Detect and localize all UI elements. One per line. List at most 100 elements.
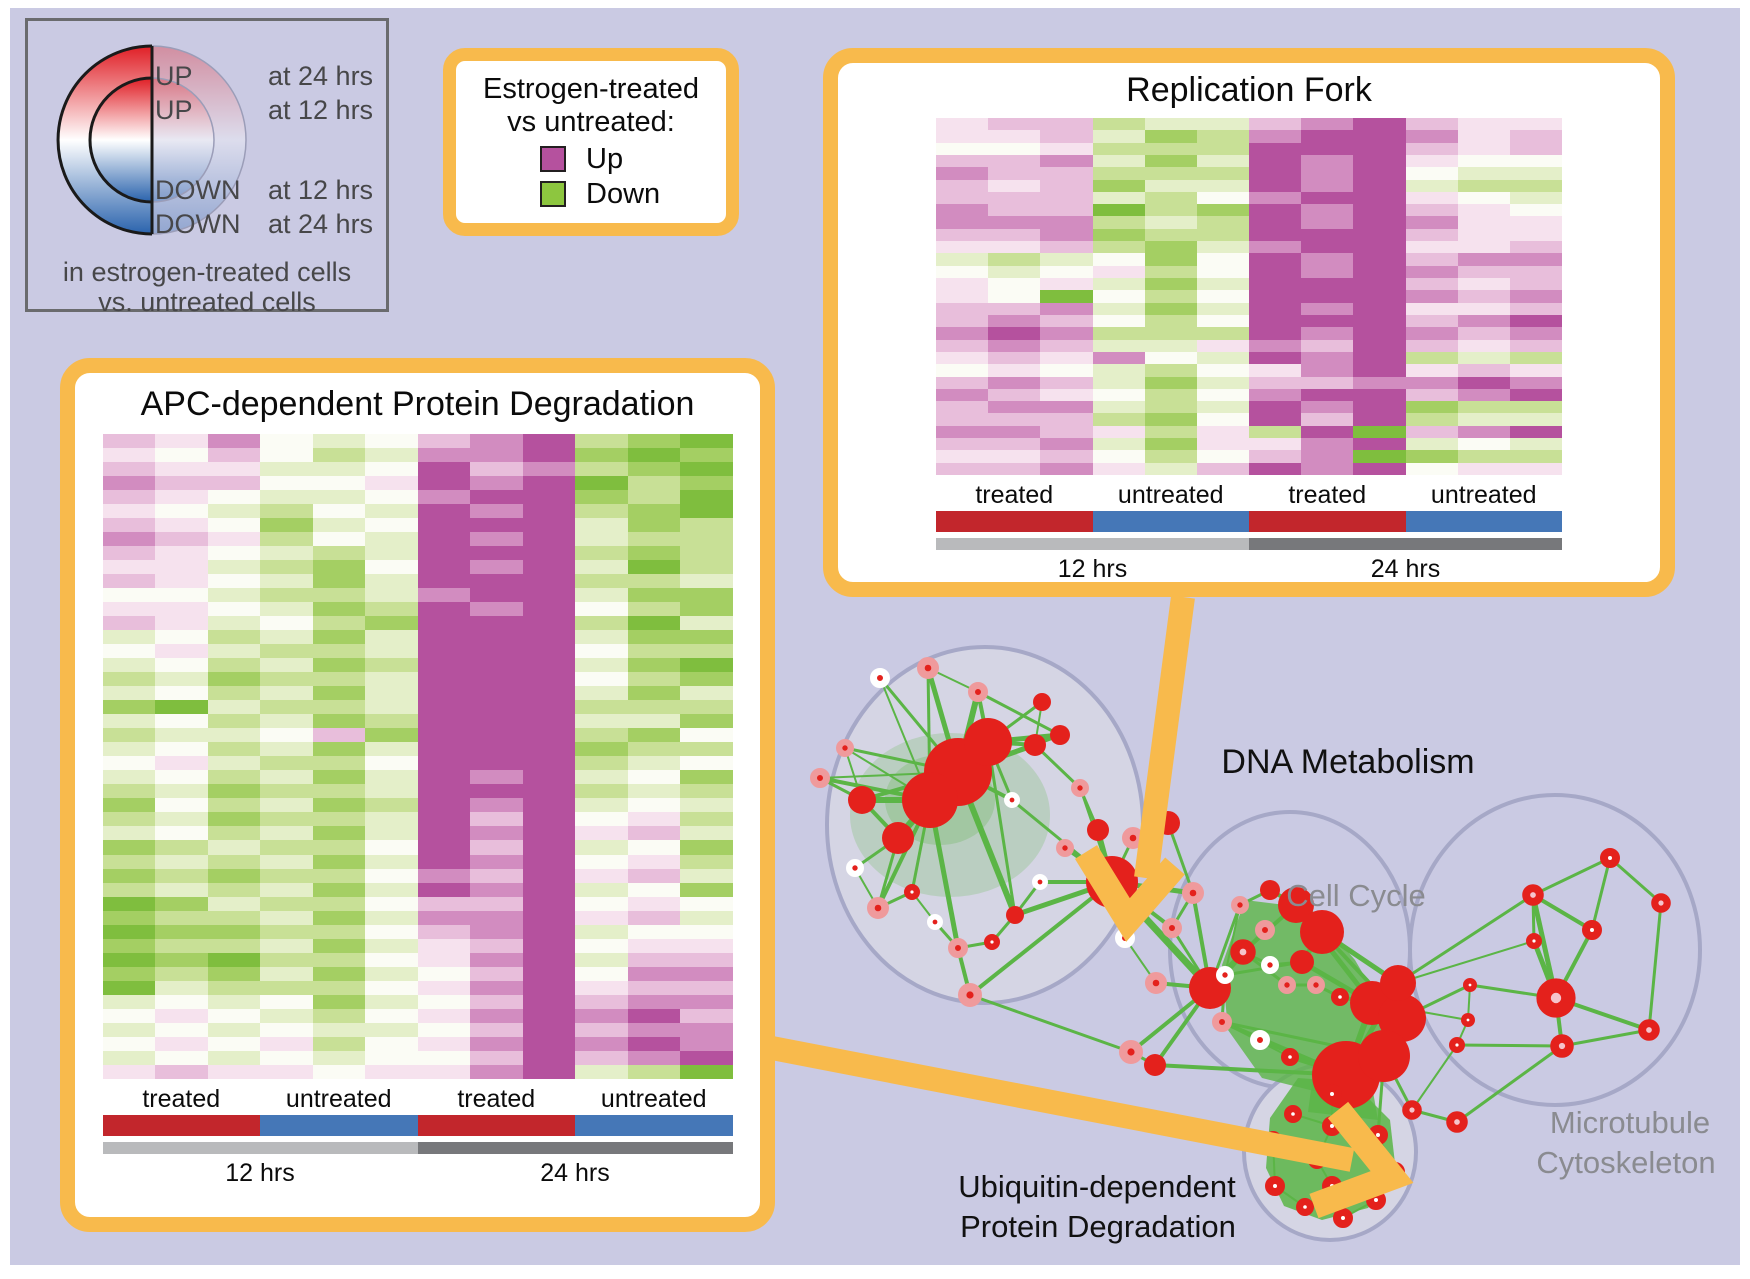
- heatmap-cell: [365, 476, 418, 491]
- heatmap-cell: [365, 616, 418, 631]
- heatmap-cell: [1301, 191, 1354, 205]
- heatmap-cell: [1196, 388, 1249, 402]
- heatmap-cell: [1405, 179, 1458, 192]
- repfork-group-labels: treated untreated treated untreated: [936, 479, 1562, 511]
- condition-group-label: treated: [142, 1084, 221, 1113]
- heatmap-cell: [1353, 290, 1406, 303]
- heatmap-cell: [627, 826, 680, 841]
- legend-footer-line1: in estrogen-treated cells: [62, 257, 352, 287]
- heatmap-cell: [102, 588, 155, 603]
- heatmap-cell: [1196, 401, 1249, 414]
- heatmap-cell: [417, 644, 470, 659]
- heatmap-cell: [575, 868, 628, 883]
- heatmap-cell: [1301, 351, 1354, 365]
- heatmap-cell: [365, 896, 418, 911]
- heatmap-cell: [470, 756, 523, 771]
- heatmap-cell: [207, 658, 260, 673]
- heatmap-cell: [627, 658, 680, 673]
- heatmap-cell: [1249, 191, 1302, 205]
- heatmap-cell: [1353, 376, 1406, 389]
- heatmap-cell: [207, 672, 260, 687]
- heatmap-cell: [1353, 388, 1406, 402]
- heatmap-cell: [627, 588, 680, 603]
- heatmap-cell: [312, 1022, 365, 1037]
- heatmap-cell: [575, 672, 628, 687]
- heatmap-cell: [470, 910, 523, 925]
- heatmap-cell: [1509, 204, 1562, 217]
- heatmap-cell: [1509, 462, 1562, 475]
- heatmap-cell: [207, 952, 260, 967]
- heatmap-cell: [102, 490, 155, 505]
- heatmap-cell: [155, 770, 208, 785]
- heatmap-cell: [1509, 130, 1562, 143]
- heatmap-cell: [522, 840, 575, 855]
- heatmap-cell: [575, 924, 628, 939]
- heatmap-cell: [1301, 216, 1354, 229]
- heatmap-cell: [1249, 253, 1302, 266]
- heatmap-cell: [312, 490, 365, 505]
- heatmap-cell: [312, 980, 365, 995]
- heatmap-cell: [936, 450, 989, 463]
- heatmap-cell: [417, 938, 470, 953]
- heatmap-cell: [312, 476, 365, 491]
- apc-time-labels: 12 hrs 24 hrs: [103, 1154, 733, 1192]
- heatmap-cell: [936, 154, 989, 168]
- heatmap-cell: [155, 658, 208, 673]
- heatmap-cell: [680, 1064, 733, 1079]
- heatmap-cell: [988, 413, 1041, 426]
- heatmap-cell: [207, 854, 260, 869]
- heatmap-cell: [522, 756, 575, 771]
- heatmap-cell: [522, 826, 575, 841]
- heatmap-cell: [1405, 351, 1458, 365]
- heatmap-cell: [936, 142, 989, 155]
- heatmap-cell: [260, 686, 313, 701]
- heatmap-cell: [1301, 364, 1354, 377]
- heatmap-cell: [1509, 425, 1562, 439]
- repfork-time-bar: [936, 538, 1562, 550]
- heatmap-cell: [1353, 241, 1406, 254]
- heatmap-cell: [102, 518, 155, 533]
- heatmap-cell: [207, 560, 260, 575]
- heatmap-cell: [627, 854, 680, 869]
- heatmap-cell: [1196, 351, 1249, 365]
- heatmap-cell: [522, 700, 575, 715]
- heatmap-cell: [575, 994, 628, 1009]
- heatmap-cell: [417, 434, 470, 449]
- legend-item-down: Down: [540, 179, 726, 209]
- heatmap-cell: [260, 756, 313, 771]
- heatmap-cell: [207, 616, 260, 631]
- heatmap-cell: [988, 388, 1041, 402]
- down-24-time: at 24 hrs: [268, 209, 374, 239]
- heatmap-cell: [1040, 413, 1093, 426]
- heatmap-cell: [155, 504, 208, 519]
- heatmap-cell: [575, 770, 628, 785]
- heatmap-cell: [365, 504, 418, 519]
- apc-condition-bar: [102, 1115, 733, 1136]
- apc-heatmap: [102, 434, 733, 1079]
- heatmap-cell: [470, 574, 523, 589]
- heatmap-cell: [1249, 327, 1302, 340]
- heatmap-cell: [312, 616, 365, 631]
- heatmap-cell: [207, 756, 260, 771]
- heatmap-cell: [1457, 401, 1510, 414]
- heatmap-cell: [207, 602, 260, 617]
- repfork-time-labels: 12 hrs 24 hrs: [936, 550, 1562, 588]
- heatmap-cell: [1353, 425, 1406, 439]
- heatmap-cell: [988, 228, 1041, 242]
- down-12-dir: DOWN: [155, 175, 241, 205]
- heatmap-cell: [312, 784, 365, 799]
- heatmap-cell: [936, 216, 989, 229]
- heatmap-cell: [260, 966, 313, 981]
- heatmap-cell: [417, 1008, 470, 1023]
- heatmap-cell: [470, 882, 523, 897]
- heatmap-cell: [680, 896, 733, 911]
- heatmap-cell: [365, 546, 418, 561]
- heatmap-cell: [680, 840, 733, 855]
- heatmap-cell: [312, 966, 365, 981]
- heatmap-cell: [575, 840, 628, 855]
- heatmap-cell: [102, 966, 155, 981]
- heatmap-cell: [1144, 314, 1197, 328]
- heatmap-cell: [260, 658, 313, 673]
- heatmap-cell: [680, 1008, 733, 1023]
- heatmap-cell: [155, 588, 208, 603]
